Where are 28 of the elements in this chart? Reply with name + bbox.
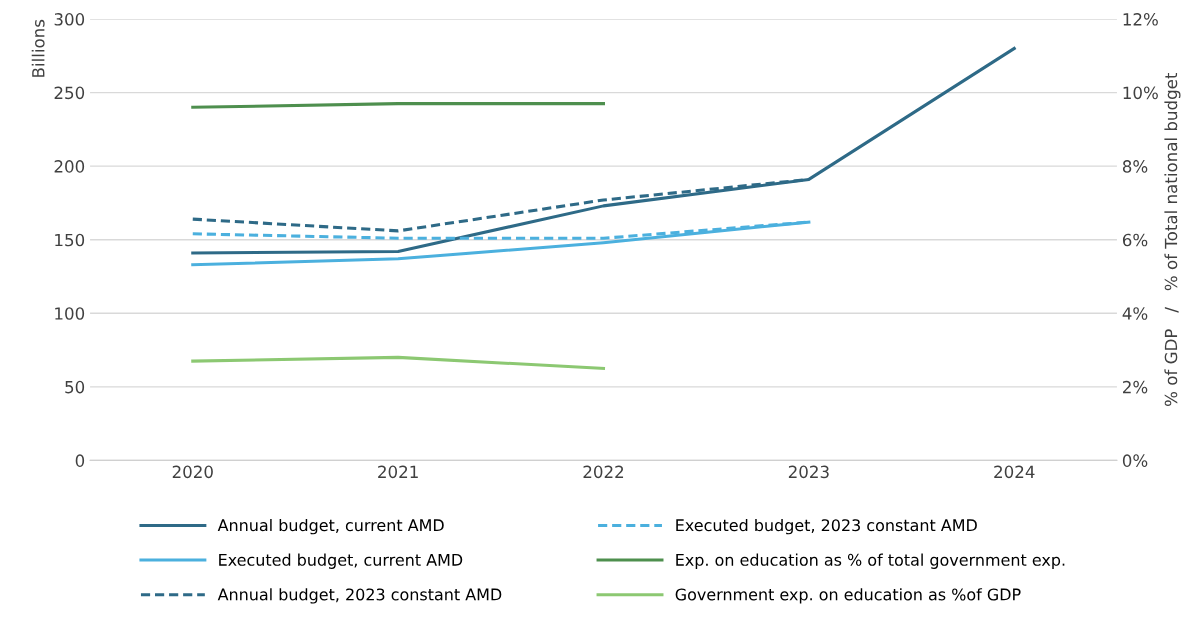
legend-label: Exp. on education as % of total government exp. — [676, 553, 1065, 569]
x-tick-label: 2022 — [583, 465, 624, 479]
legend-label: Executed budget, current AMD — [219, 553, 463, 569]
x-tick-label: 2020 — [172, 465, 213, 479]
legend-label: Annual budget, 2023 constant AMD — [217, 588, 502, 604]
line-series — [191, 46, 1016, 255]
legend-label: Government exp. on education as %of GDP — [675, 588, 1021, 604]
y-tick-label: 200 — [54, 160, 85, 173]
y-tick-label: 150 — [55, 233, 85, 247]
y2-tick-label: 2% — [1123, 380, 1148, 394]
x-tick-label: 2023 — [788, 465, 829, 479]
y-tick-label: 250 — [54, 86, 85, 100]
y-tick-label: 50 — [65, 380, 85, 394]
y2-tick-label: 10% — [1123, 86, 1158, 100]
x-tick-label: 2021 — [378, 465, 418, 479]
y-axis-title: Billions — [31, 19, 45, 77]
y2-tick-label: 0% — [1122, 454, 1148, 467]
legend-label: Annual budget, current AMD — [217, 518, 444, 535]
x-tick-label: 2024 — [994, 465, 1035, 479]
y-tick-label: 100 — [55, 307, 85, 320]
y2-tick-label: 4% — [1122, 307, 1148, 320]
y-tick-label: 0 — [75, 454, 85, 467]
legend-label: Executed budget, 2023 constant AMD — [676, 518, 977, 535]
y2-axis-title: % of GDP / % of Total national budget — [1164, 72, 1181, 406]
y2-tick-label: 8% — [1122, 160, 1148, 173]
y2-tick-label: 6% — [1122, 233, 1148, 247]
y2-tick-label: 12% — [1123, 13, 1158, 26]
y-tick-label: 300 — [54, 13, 85, 26]
